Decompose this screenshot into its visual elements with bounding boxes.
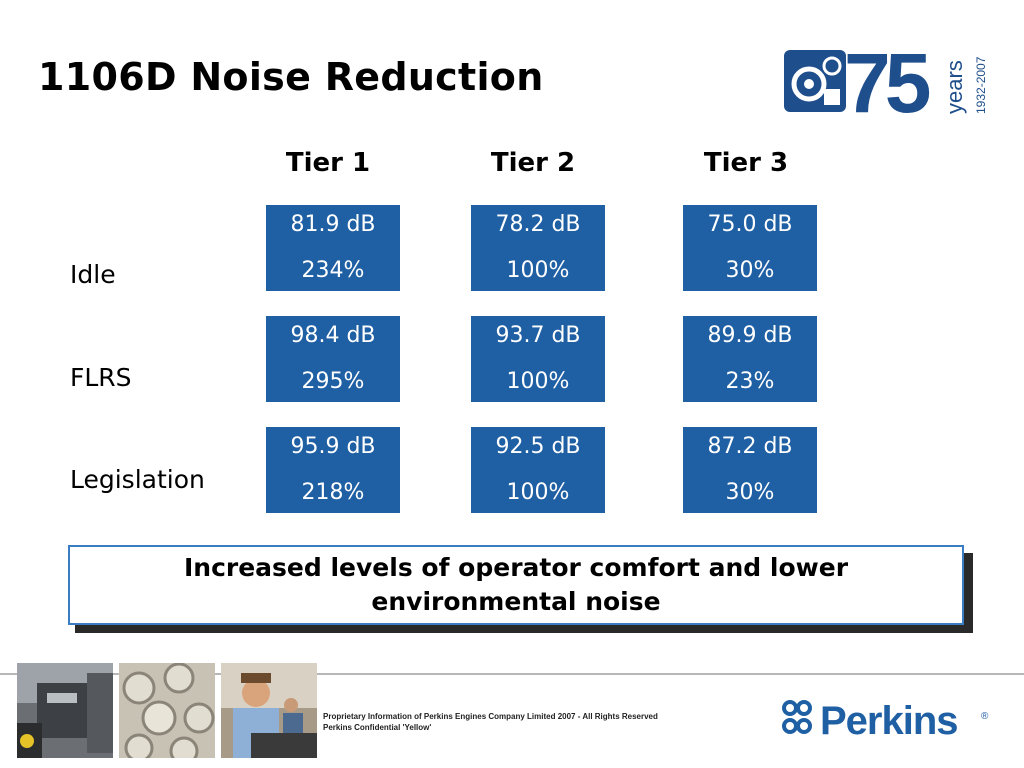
registered-mark: ® (981, 711, 989, 722)
row-label-flrs: FLRS (70, 363, 132, 392)
perkins-logo: Perkins ® (782, 699, 989, 741)
logo-75-number: 75 (844, 44, 930, 118)
cell-idle-tier-2: 78.2 dB 100% (471, 205, 605, 291)
cell-percent-value: 295% (301, 369, 365, 394)
cell-db-value: 89.9 dB (707, 323, 793, 348)
perkins-mark-icon (782, 700, 812, 734)
cell-percent-value: 100% (506, 369, 570, 394)
75-years-logo: 75 years 1932-2007 (784, 44, 988, 118)
cell-legislation-tier-2: 92.5 dB 100% (471, 427, 605, 513)
cell-db-value: 78.2 dB (495, 212, 581, 237)
cell-percent-value: 100% (506, 480, 570, 505)
cell-legislation-tier-3: 87.2 dB 30% (683, 427, 817, 513)
cell-percent-value: 100% (506, 258, 570, 283)
row-label-idle: Idle (70, 260, 116, 289)
cell-legislation-tier-1: 95.9 dB 218% (266, 427, 400, 513)
callout-text: Increased levels of operator comfort and… (183, 553, 849, 616)
cell-percent-value: 30% (725, 480, 775, 505)
cell-db-value: 95.9 dB (290, 434, 376, 459)
cell-db-value: 93.7 dB (495, 323, 581, 348)
column-header-tier-1: Tier 1 (285, 148, 371, 178)
column-header-tier-3: Tier 3 (703, 148, 789, 178)
perkins-wordmark: Perkins (820, 699, 958, 741)
cell-db-value: 75.0 dB (707, 212, 793, 237)
cell-db-value: 92.5 dB (495, 434, 581, 459)
row-label-legislation: Legislation (70, 465, 205, 494)
cell-db-value: 81.9 dB (290, 212, 376, 237)
footer-divider (0, 673, 1024, 675)
cell-flrs-tier-3: 89.9 dB 23% (683, 316, 817, 402)
people-photo (221, 663, 317, 758)
cell-db-value: 87.2 dB (707, 434, 793, 459)
cell-percent-value: 30% (725, 258, 775, 283)
cell-idle-tier-1: 81.9 dB 234% (266, 205, 400, 291)
column-header-tier-2: Tier 2 (490, 148, 576, 178)
cell-percent-value: 218% (301, 480, 365, 505)
cell-flrs-tier-1: 98.4 dB 295% (266, 316, 400, 402)
engine-photo (17, 663, 113, 758)
cell-db-value: 98.4 dB (290, 323, 376, 348)
logo-dates: 1932-2007 (974, 56, 988, 114)
cell-percent-value: 234% (301, 258, 365, 283)
footer-confidential-line: Perkins Confidential 'Yellow' (323, 723, 432, 732)
cell-idle-tier-3: 75.0 dB 30% (683, 205, 817, 291)
footer-proprietary-line: Proprietary Information of Perkins Engin… (323, 712, 658, 721)
callout-box: Increased levels of operator comfort and… (68, 545, 964, 625)
cell-flrs-tier-2: 93.7 dB 100% (471, 316, 605, 402)
slide-title: 1106D Noise Reduction (38, 55, 544, 99)
cell-percent-value: 23% (725, 369, 775, 394)
logo-years-word: years (942, 60, 967, 114)
footer-legal-text: Proprietary Information of Perkins Engin… (323, 711, 658, 733)
pistons-photo (119, 663, 215, 758)
